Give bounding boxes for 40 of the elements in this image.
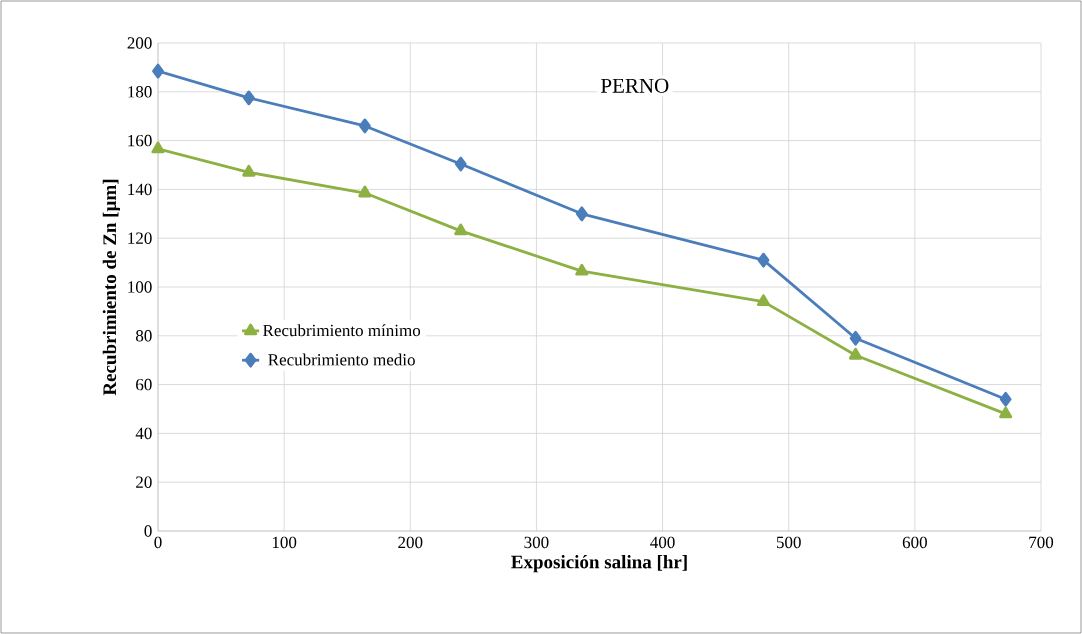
x-tick-label: 300 (524, 536, 549, 549)
x-axis-title: Exposición salina [hr] (511, 555, 687, 573)
point (151, 141, 165, 154)
point (358, 118, 371, 134)
x-tick-label: 0 (154, 536, 162, 549)
x-tick-label: 200 (398, 536, 423, 549)
point (848, 347, 863, 360)
x-tick-label: 100 (272, 536, 297, 549)
point (358, 185, 372, 198)
y-tick-label: 80 (135, 330, 152, 342)
point (757, 252, 770, 268)
y-tick-label: 180 (128, 86, 152, 98)
y-axis-title: Recubrimiento de Zn [µm] (102, 179, 120, 396)
x-tick-label: 600 (902, 536, 927, 549)
point (242, 90, 255, 106)
y-tick-label: 0 (144, 525, 152, 537)
y-tick-label: 100 (128, 281, 152, 293)
y-tick-label: 200 (127, 37, 152, 49)
x-tick-label: 400 (650, 536, 675, 549)
y-tick-label: 160 (128, 134, 152, 147)
x-tick-label: 700 (1029, 536, 1054, 549)
y-tick-label: 120 (128, 232, 152, 244)
point (454, 156, 467, 172)
point (999, 406, 1013, 419)
text: PERNO (601, 78, 669, 93)
y-tick-label: 40 (135, 427, 152, 440)
y-tick-label: 20 (136, 476, 152, 488)
legend-label: Recubrimiento mínimo (263, 324, 421, 337)
point (575, 206, 588, 222)
legend-label: Recubrimiento medio (268, 353, 415, 366)
y-tick-label: 140 (128, 183, 152, 196)
x-tick-label: 500 (776, 536, 801, 549)
point (575, 263, 589, 276)
point (152, 63, 164, 79)
point (454, 223, 468, 236)
point (756, 294, 771, 307)
point (242, 164, 256, 177)
point (849, 330, 862, 346)
y-tick-label: 60 (136, 378, 152, 391)
point (999, 391, 1012, 407)
